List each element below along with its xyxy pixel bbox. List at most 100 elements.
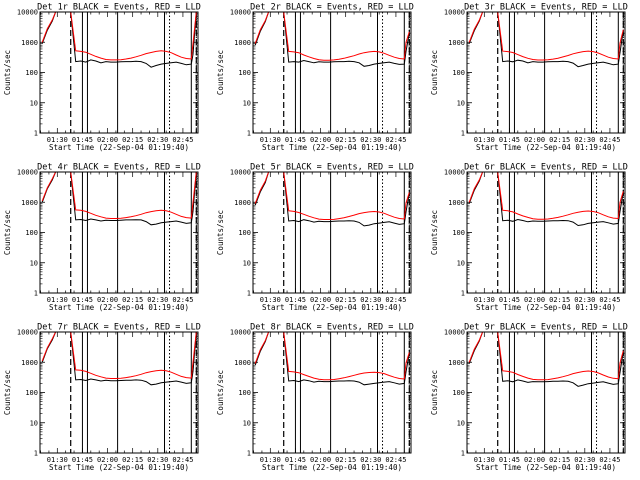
chart-title: Det 5r BLACK = Events, RED = LLD (250, 163, 414, 173)
y-axis-label: Counts/sec (216, 50, 225, 95)
x-axis-label: Start Time (22-Sep-04 01:19:40) (476, 303, 616, 312)
series-line-events (254, 12, 410, 67)
x-tick-label: 02:30 (360, 136, 381, 144)
series-line-lld (254, 332, 410, 381)
series-line-lld (41, 332, 197, 379)
plot-area (41, 12, 197, 133)
x-tick-label: 02:15 (335, 456, 356, 464)
y-tick-label: 1 (461, 290, 465, 298)
y-axis-label: Counts/sec (216, 210, 225, 255)
y-axis-label: Counts/sec (430, 370, 439, 415)
series-line-lld (254, 172, 410, 220)
x-tick-label: 02:15 (122, 296, 143, 304)
y-tick-label: 10 (243, 99, 251, 107)
x-tick-label: 01:30 (260, 456, 281, 464)
x-tick-label: 02:00 (310, 136, 331, 144)
y-tick-label: 10000 (230, 9, 251, 17)
x-tick-label: 02:00 (97, 456, 118, 464)
plot-area (41, 332, 197, 453)
x-tick-label: 01:45 (72, 456, 93, 464)
series-line-events (41, 332, 197, 386)
x-tick-label: 02:00 (524, 136, 545, 144)
chart-title: Det 4r BLACK = Events, RED = LLD (37, 163, 201, 173)
y-tick-label: 1000 (234, 359, 251, 367)
series-line-events (468, 12, 624, 68)
y-axis-label: Counts/sec (3, 50, 12, 95)
plot-frame (252, 171, 412, 294)
plot-area (468, 172, 624, 293)
x-axis-label: Start Time (22-Sep-04 01:19:40) (262, 463, 402, 472)
x-tick-label: 02:15 (549, 456, 570, 464)
y-tick-label: 1000 (234, 199, 251, 207)
series-line-events (41, 12, 197, 68)
plot-frame (466, 171, 626, 294)
y-tick-label: 1 (461, 130, 465, 138)
x-tick-label: 02:30 (360, 456, 381, 464)
plot-frame (466, 11, 626, 134)
y-axis-label: Counts/sec (3, 370, 12, 415)
detector-chart-6: Det 6r BLACK = Events, RED = LLD 1 10 100 10… (430, 163, 628, 313)
x-tick-label: 02:15 (549, 296, 570, 304)
detector-chart-1: Det 1r BLACK = Events, RED = LLD 1 10 100 10… (3, 3, 201, 153)
x-tick-label: 02:30 (147, 456, 168, 464)
x-axis-label: Start Time (22-Sep-04 01:19:40) (476, 463, 616, 472)
detector-chart-2: Det 2r BLACK = Events, RED = LLD 1 10 100 10… (216, 3, 414, 153)
x-tick-label: 01:45 (285, 136, 306, 144)
x-axis-label: Start Time (22-Sep-04 01:19:40) (49, 303, 189, 312)
y-tick-label: 10000 (230, 169, 251, 177)
detector-chart-7: Det 7r BLACK = Events, RED = LLD 1 10 100 10… (3, 323, 201, 473)
y-tick-label: 1000 (448, 39, 465, 47)
detector-chart-8: Det 8r BLACK = Events, RED = LLD 1 10 100 10… (216, 323, 414, 473)
x-tick-label: 02:45 (385, 296, 406, 304)
x-axis-label: Start Time (22-Sep-04 01:19:40) (262, 303, 402, 312)
plot-area (468, 332, 624, 453)
plot-area (468, 12, 624, 133)
chart-title: Det 8r BLACK = Events, RED = LLD (250, 323, 414, 333)
series-line-events (468, 332, 624, 387)
detector-chart-5: Det 5r BLACK = Events, RED = LLD 1 10 100 10… (216, 163, 414, 313)
y-axis-label: Counts/sec (430, 50, 439, 95)
y-tick-label: 10 (30, 99, 38, 107)
series-line-lld (468, 12, 624, 61)
x-tick-label: 01:45 (72, 136, 93, 144)
x-tick-label: 02:15 (122, 136, 143, 144)
chart-title: Det 2r BLACK = Events, RED = LLD (250, 3, 414, 13)
y-tick-label: 100 (25, 389, 38, 397)
y-axis-label: Counts/sec (3, 210, 12, 255)
y-tick-label: 1 (34, 130, 38, 138)
x-tick-label: 01:30 (474, 456, 495, 464)
y-tick-label: 100 (452, 389, 465, 397)
plot-area (254, 172, 410, 293)
x-tick-label: 02:45 (385, 456, 406, 464)
series-line-lld (468, 172, 624, 220)
y-tick-label: 100 (238, 389, 251, 397)
chart-title: Det 1r BLACK = Events, RED = LLD (37, 3, 201, 13)
y-tick-label: 1 (34, 450, 38, 458)
x-tick-label: 02:30 (574, 136, 595, 144)
x-tick-label: 01:30 (47, 296, 68, 304)
x-tick-label: 01:45 (499, 136, 520, 144)
y-tick-label: 100 (452, 69, 465, 77)
series-line-lld (468, 332, 624, 381)
y-tick-label: 1000 (21, 39, 38, 47)
series-line-lld (254, 12, 410, 61)
series-line-events (41, 172, 197, 226)
x-tick-label: 02:45 (172, 136, 193, 144)
y-tick-label: 10 (30, 259, 38, 267)
y-tick-label: 1 (34, 290, 38, 298)
y-tick-label: 1000 (448, 199, 465, 207)
y-tick-label: 10000 (230, 329, 251, 337)
x-tick-label: 01:45 (499, 296, 520, 304)
x-tick-label: 02:15 (335, 136, 356, 144)
x-tick-label: 02:30 (147, 136, 168, 144)
x-tick-label: 01:45 (285, 456, 306, 464)
chart-title: Det 7r BLACK = Events, RED = LLD (37, 323, 201, 333)
x-tick-label: 02:30 (574, 456, 595, 464)
x-tick-label: 01:30 (474, 136, 495, 144)
series-line-lld (41, 172, 197, 219)
x-axis-label: Start Time (22-Sep-04 01:19:40) (49, 463, 189, 472)
plot-area (41, 172, 197, 293)
y-tick-label: 10000 (17, 329, 38, 337)
y-tick-label: 10 (457, 419, 465, 427)
x-tick-label: 01:30 (474, 296, 495, 304)
